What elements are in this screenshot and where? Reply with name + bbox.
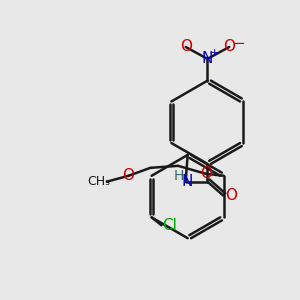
Text: +: + xyxy=(210,48,219,58)
Text: O: O xyxy=(123,168,135,183)
Text: H: H xyxy=(173,169,184,183)
Text: O: O xyxy=(225,188,237,203)
Text: O: O xyxy=(223,40,235,55)
Text: N: N xyxy=(202,51,213,66)
Text: CH₃: CH₃ xyxy=(87,175,110,188)
Text: −: − xyxy=(233,35,245,50)
Text: Cl: Cl xyxy=(162,218,177,233)
Text: O: O xyxy=(180,40,192,55)
Text: N: N xyxy=(182,174,193,189)
Text: O: O xyxy=(200,166,212,181)
